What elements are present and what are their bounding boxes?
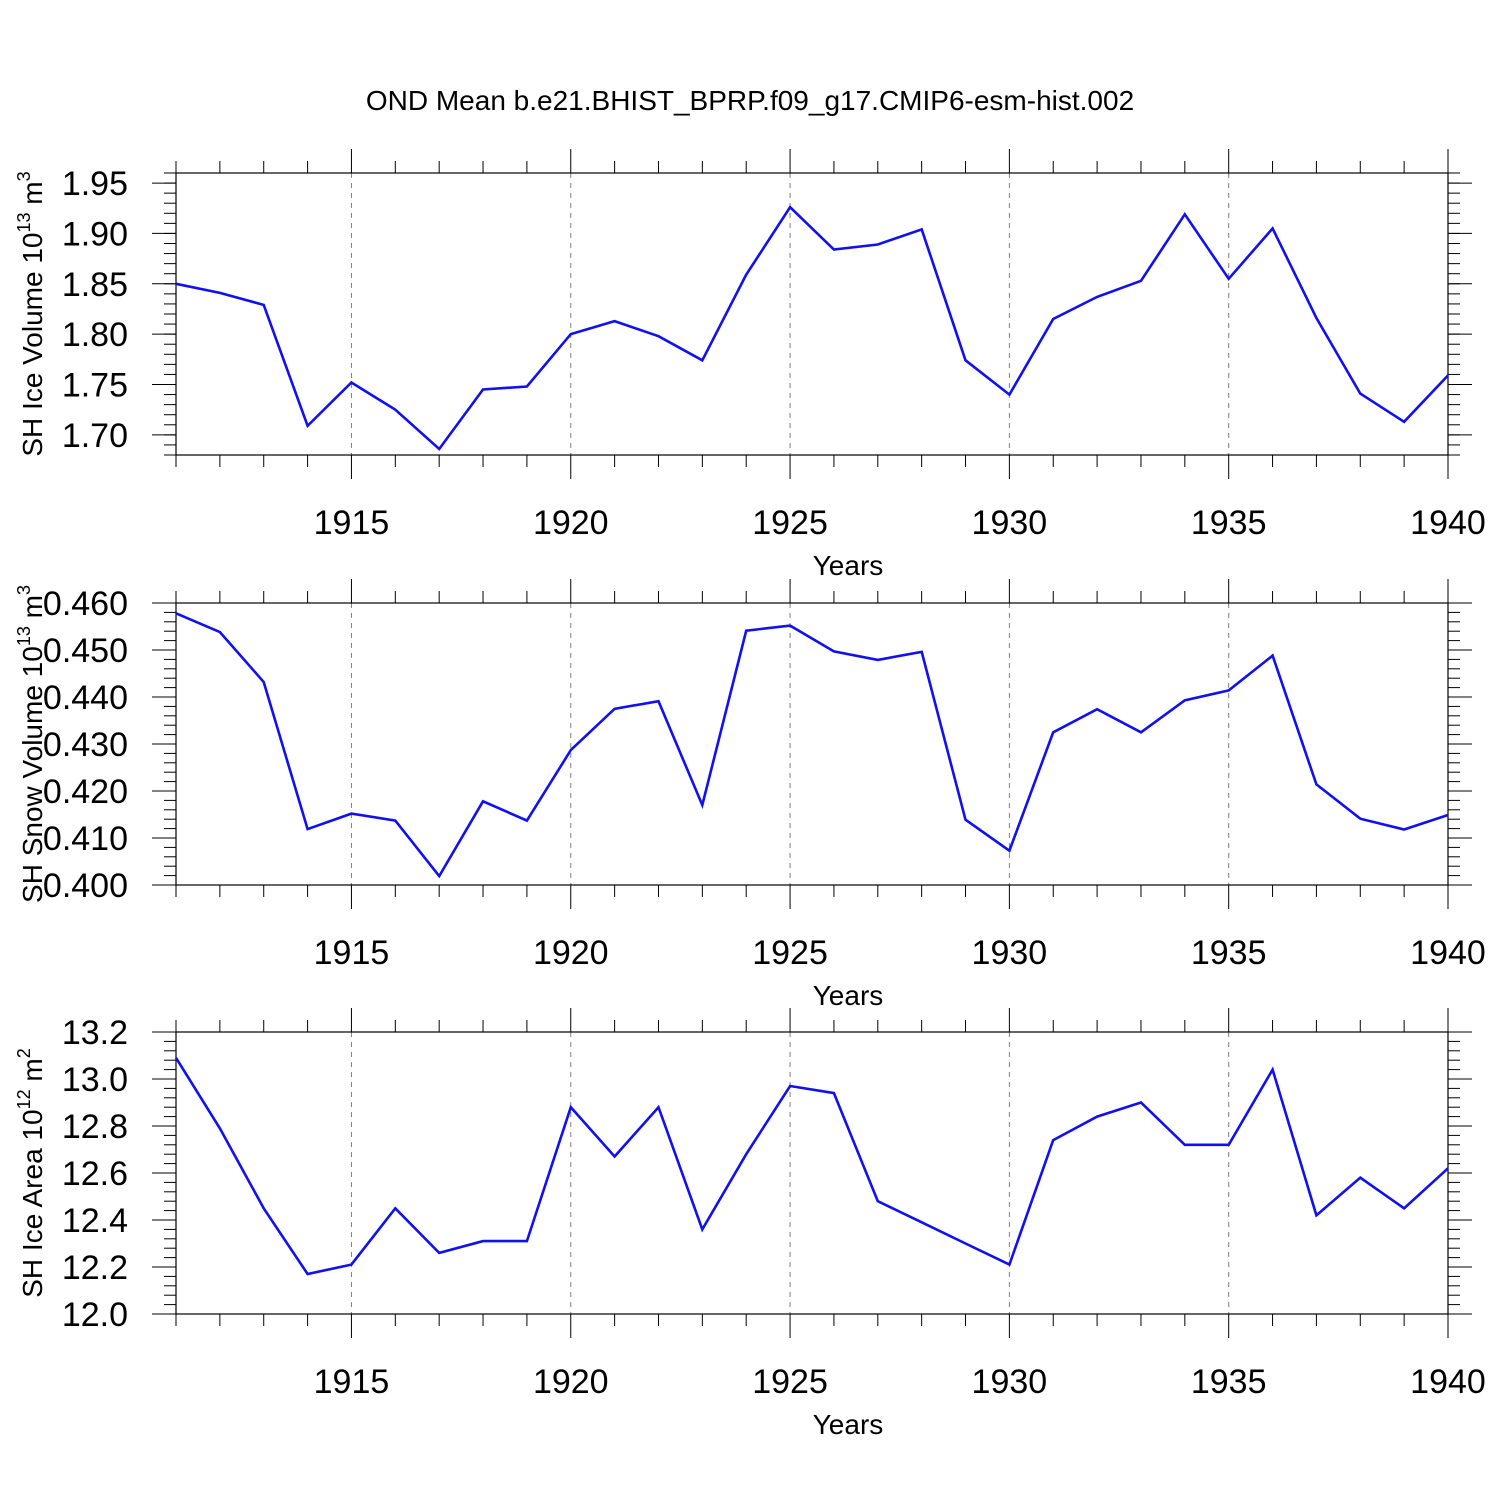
snow-volume-y-axis-label: SH Snow Volume 1013 m3 [14, 585, 48, 903]
ice-area-y-axis-label: SH Ice Area 1012 m2 [14, 1048, 48, 1298]
ice-area-y-tick-label: 12.4 [62, 1202, 128, 1240]
ice-area-x-axis-label: Years [813, 1409, 884, 1440]
snow-volume-plot-frame [175, 602, 1449, 886]
ice-area-y-tick-label: 12.6 [62, 1155, 128, 1193]
snow-volume-x-tick-label: 1915 [314, 934, 390, 972]
ice-volume-panel: 1915 1920 1925 1930 1935 1940 1.70 1.75 1.80 1.85… [14, 149, 1486, 581]
snow-volume-x-tick-label: 1940 [1410, 934, 1486, 972]
snow-volume-series-line [175, 612, 1449, 879]
ice-area-y-tick-label: 12.2 [62, 1249, 128, 1287]
ice-area-x-tick-label: 1920 [533, 1363, 609, 1401]
snow-volume-y-tick-label: 0.450 [43, 632, 128, 670]
ice-area-y-tick-label: 13.0 [62, 1061, 128, 1099]
ice-volume-x-tick-label: 1935 [1191, 504, 1267, 542]
snow-volume-y-tick-label: 0.410 [43, 820, 128, 858]
ice-volume-y-tick-label: 1.90 [62, 215, 128, 253]
ice-volume-x-axis-label: Years [813, 550, 884, 581]
ice-area-x-tick-label: 1915 [314, 1363, 390, 1401]
ice-area-panel: 1915 1920 1925 1930 1935 1940 12.0 12.2 12.4 12.6… [14, 1008, 1486, 1440]
ice-volume-y-tick-label: 1.95 [62, 165, 128, 203]
ice-area-x-tick-label: 1935 [1191, 1363, 1267, 1401]
ice-volume-y-tick-label: 1.80 [62, 316, 128, 354]
snow-volume-x-tick-label: 1920 [533, 934, 609, 972]
ice-area-series-line [174, 1057, 1449, 1276]
ice-area-y-tick-label: 13.2 [62, 1014, 128, 1052]
ice-volume-x-tick-label: 1925 [752, 504, 828, 542]
ice-volume-series-line [175, 205, 1449, 451]
snow-volume-y-tick-label: 0.420 [43, 773, 128, 811]
ice-area-y-tick-label: 12.8 [62, 1108, 128, 1146]
snow-volume-panel: 1915 1920 1925 1930 1935 1940 0.400 0.410 0.420 0… [14, 579, 1486, 1011]
ice-volume-y-tick-label: 1.70 [62, 417, 128, 455]
ice-area-plot-frame [175, 1031, 1449, 1315]
snow-volume-x-tick-label: 1935 [1191, 934, 1267, 972]
main-title: OND Mean b.e21.BHIST_BPRP.f09_g17.CMIP6-… [366, 85, 1134, 116]
snow-volume-x-tick-label: 1925 [752, 934, 828, 972]
snow-volume-y-tick-label: 0.460 [43, 585, 128, 623]
snow-volume-x-tick-label: 1930 [972, 934, 1048, 972]
ice-volume-x-tick-label: 1940 [1410, 504, 1486, 542]
snow-volume-y-tick-label: 0.440 [43, 679, 128, 717]
ice-volume-y-axis-label: SH Ice Volume 1013 m3 [14, 171, 48, 456]
ice-area-x-tick-label: 1925 [752, 1363, 828, 1401]
ice-volume-x-tick-label: 1930 [972, 504, 1048, 542]
snow-volume-x-axis-label: Years [813, 980, 884, 1011]
ice-area-x-tick-label: 1930 [972, 1363, 1048, 1401]
snow-volume-y-tick-label: 0.400 [43, 867, 128, 905]
ice-area-x-tick-label: 1940 [1410, 1363, 1486, 1401]
ice-volume-x-tick-label: 1920 [533, 504, 609, 542]
ice-volume-y-tick-label: 1.75 [62, 367, 128, 405]
ice-volume-y-tick-label: 1.85 [62, 266, 128, 304]
snow-volume-y-tick-label: 0.430 [43, 726, 128, 764]
ice-volume-x-tick-label: 1915 [314, 504, 390, 542]
ice-volume-plot-frame [175, 172, 1449, 456]
ice-area-y-tick-label: 12.0 [62, 1296, 128, 1334]
